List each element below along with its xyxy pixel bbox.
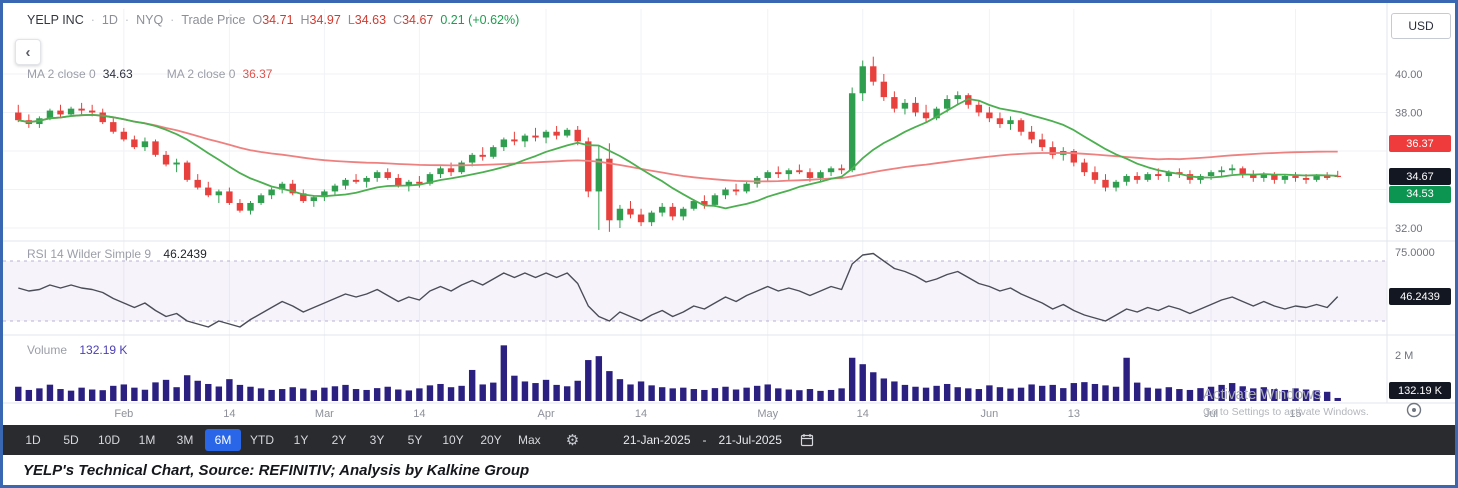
range-button-10d[interactable]: 10D xyxy=(98,433,121,447)
chevron-left-icon: ‹ xyxy=(25,43,31,61)
range-button-max[interactable]: Max xyxy=(518,433,541,447)
svg-text:38.00: 38.00 xyxy=(1395,108,1423,120)
symbol-name: YELP INC xyxy=(27,13,84,27)
range-button-2y[interactable]: 2Y xyxy=(331,433,347,447)
date-to[interactable]: 21-Jul-2025 xyxy=(718,433,782,447)
ma-fast-legend[interactable]: MA 2 close 0 34.63 xyxy=(27,67,133,81)
date-from[interactable]: 21-Jan-2025 xyxy=(623,433,691,447)
exchange-label: NYQ xyxy=(136,13,164,27)
interval-label[interactable]: 1D xyxy=(101,13,118,27)
svg-text:Apr: Apr xyxy=(537,408,554,420)
svg-text:Mar: Mar xyxy=(315,408,334,420)
ma-slow-value: 36.37 xyxy=(242,67,273,81)
volume-legend[interactable]: Volume 132.19 K xyxy=(27,343,128,357)
ma-fast-value: 34.63 xyxy=(102,67,133,81)
svg-text:Feb: Feb xyxy=(114,408,133,420)
gear-icon[interactable]: ⚙ xyxy=(565,432,580,449)
svg-text:Jul: Jul xyxy=(1204,408,1218,420)
svg-text:14: 14 xyxy=(223,408,235,420)
range-button-20y[interactable]: 20Y xyxy=(480,433,502,447)
calendar-icon[interactable] xyxy=(800,433,814,447)
svg-text:75.0000: 75.0000 xyxy=(1395,247,1435,259)
price-badge-34.53: 34.53 xyxy=(1389,185,1451,203)
ohlc-close: C34.67 xyxy=(393,13,434,27)
svg-text:Jun: Jun xyxy=(981,408,999,420)
activate-windows-subtext: Go to Settings to activate Windows. xyxy=(1203,406,1369,418)
ma-legend: MA 2 close 0 34.63 MA 2 close 0 36.37 xyxy=(27,67,272,81)
chart-caption: YELP's Technical Chart, Source: REFINITI… xyxy=(3,455,1455,485)
range-button-5d[interactable]: 5D xyxy=(63,433,79,447)
series-label: Trade Price xyxy=(181,13,246,27)
svg-text:15: 15 xyxy=(1289,408,1301,420)
date-separator: - xyxy=(702,433,707,447)
svg-text:14: 14 xyxy=(857,408,869,420)
svg-text:14: 14 xyxy=(635,408,647,420)
svg-text:2 M: 2 M xyxy=(1395,350,1413,362)
rsi-badge: 46.2439 xyxy=(1389,288,1451,306)
rsi-legend[interactable]: RSI 14 Wilder Simple 9 46.2439 xyxy=(27,247,207,261)
ma-slow-legend[interactable]: MA 2 close 0 36.37 xyxy=(166,67,273,81)
chart-area[interactable]: 40.00 38.00 32.00 75.0000 2 M Feb 14 Mar 14 Apr 14… xyxy=(3,3,1455,425)
rsi-value: 46.2439 xyxy=(163,247,207,261)
ohlc-low: L34.63 xyxy=(347,13,387,27)
date-range-control[interactable]: 21-Jan-2025 - 21-Jul-2025 xyxy=(623,433,814,447)
ohlc-high: H34.97 xyxy=(300,13,341,27)
svg-text:14: 14 xyxy=(413,408,425,420)
volume-value: 132.19 K xyxy=(79,343,128,357)
range-button-1y[interactable]: 1Y xyxy=(293,433,309,447)
ohlc-open: O34.71 xyxy=(252,13,294,27)
range-button-1d[interactable]: 1D xyxy=(25,433,41,447)
range-button-group: 1D 5D 10D 1M 3M 6M YTD 1Y 2Y 3Y 5Y 10Y 20Y Max xyxy=(15,429,548,451)
price-badge-34.67: 34.67 xyxy=(1389,168,1451,186)
price-change: 0.21 (+0.62%) xyxy=(440,13,520,27)
svg-text:13: 13 xyxy=(1068,408,1080,420)
range-button-ytd[interactable]: YTD xyxy=(250,433,275,447)
time-range-toolbar: 1D 5D 10D 1M 3M 6M YTD 1Y 2Y 3Y 5Y 10Y 20Y Max ⚙ 21-J… xyxy=(3,425,1455,455)
price-badge-36.37: 36.37 xyxy=(1389,135,1451,153)
range-button-5y[interactable]: 5Y xyxy=(407,433,423,447)
svg-text:32.00: 32.00 xyxy=(1395,223,1423,235)
chart-canvas[interactable]: 40.00 38.00 32.00 75.0000 2 M Feb 14 Mar 14 Apr 14… xyxy=(3,3,1455,425)
crosshair-target-icon[interactable] xyxy=(1405,401,1423,419)
range-button-10y[interactable]: 10Y xyxy=(442,433,464,447)
currency-selector[interactable]: USD xyxy=(1391,13,1451,39)
svg-text:40.00: 40.00 xyxy=(1395,69,1423,81)
volume-badge: 132.19 K xyxy=(1389,382,1451,399)
symbol-legend: YELP INC · 1D · NYQ · Trade Price O34.71… xyxy=(27,13,520,27)
activate-windows-watermark: Activate Windows xyxy=(1203,386,1322,403)
range-button-3m[interactable]: 3M xyxy=(176,433,194,447)
svg-text:May: May xyxy=(757,408,778,420)
back-button[interactable]: ‹ xyxy=(15,39,41,65)
range-button-6m[interactable]: 6M xyxy=(205,429,242,451)
range-button-3y[interactable]: 3Y xyxy=(369,433,385,447)
range-button-1m[interactable]: 1M xyxy=(138,433,156,447)
